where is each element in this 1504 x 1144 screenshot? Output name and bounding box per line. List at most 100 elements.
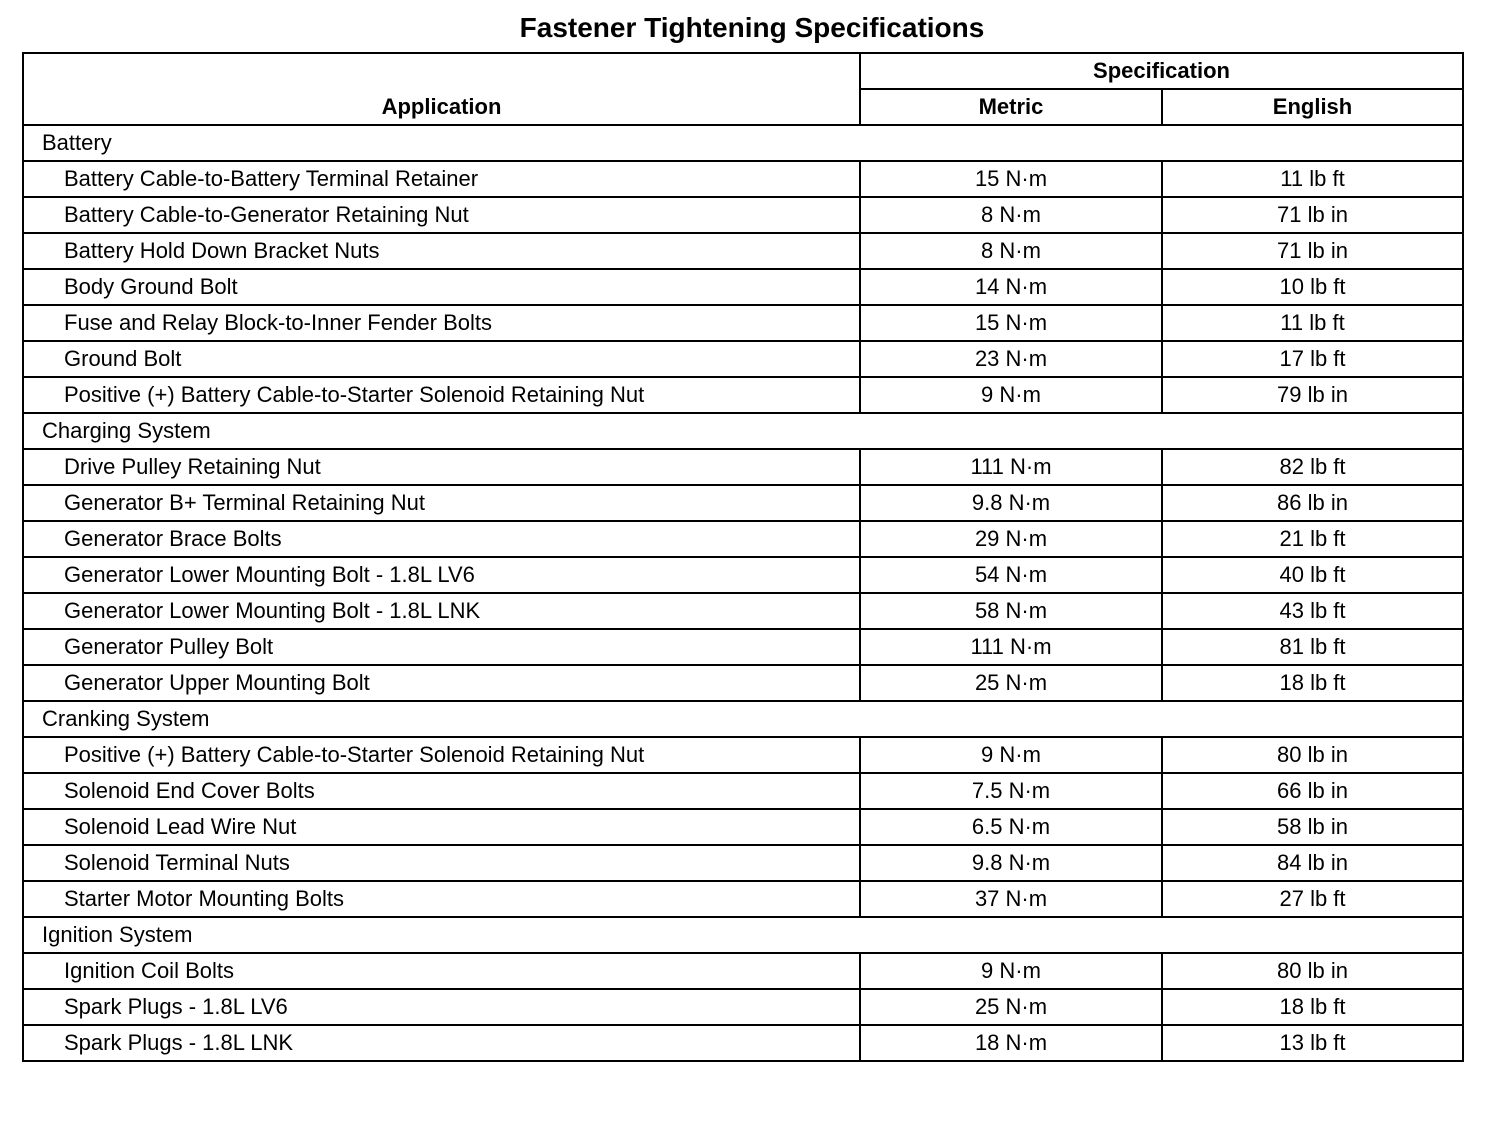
table-body: Battery Battery Cable-to-Battery Terminal… <box>21 124 1465 1062</box>
application: Generator B+ Terminal Retaining Nut <box>22 484 861 522</box>
spec-row: Battery Cable-to-Battery Terminal Retain… <box>22 160 1465 198</box>
english-value: 11 lb ft <box>1160 304 1465 342</box>
spec-table: Application Specification Metric English… <box>21 52 1465 1062</box>
application: Starter Motor Mounting Bolts <box>22 880 861 918</box>
metric-value: 7.5 N·m <box>859 772 1163 810</box>
application: Battery Cable-to-Generator Retaining Nut <box>22 196 861 234</box>
section-name: Ignition System <box>21 916 1465 954</box>
specification-header: Specification <box>858 52 1465 90</box>
english-value: 10 lb ft <box>1160 268 1465 306</box>
metric-value: 111 N·m <box>859 448 1163 486</box>
english-value: 81 lb ft <box>1160 628 1465 666</box>
metric-value: 8 N·m <box>859 196 1163 234</box>
metric-value: 6.5 N·m <box>859 808 1163 846</box>
english-value: 27 lb ft <box>1160 880 1465 918</box>
application: Battery Cable-to-Battery Terminal Retain… <box>22 160 861 198</box>
spec-row: Solenoid End Cover Bolts 7.5 N·m 66 lb in <box>22 772 1465 810</box>
metric-value: 15 N·m <box>859 160 1163 198</box>
spec-row: Generator Pulley Bolt 111 N·m 81 lb ft <box>22 628 1465 666</box>
section-name: Charging System <box>21 412 1465 450</box>
metric-value: 58 N·m <box>859 592 1163 630</box>
english-value: 86 lb in <box>1160 484 1465 522</box>
application: Generator Pulley Bolt <box>22 628 861 666</box>
english-value: 80 lb in <box>1160 736 1465 774</box>
section-name: Cranking System <box>21 700 1465 738</box>
english-value: 84 lb in <box>1160 844 1465 882</box>
spec-row: Generator Upper Mounting Bolt 25 N·m 18 lb… <box>22 664 1465 702</box>
metric-value: 29 N·m <box>859 520 1163 558</box>
metric-value: 9.8 N·m <box>859 844 1163 882</box>
english-value: 11 lb ft <box>1160 160 1465 198</box>
application: Solenoid End Cover Bolts <box>22 772 861 810</box>
application: Solenoid Lead Wire Nut <box>22 808 861 846</box>
application: Battery Hold Down Bracket Nuts <box>22 232 861 270</box>
metric-value: 9.8 N·m <box>859 484 1163 522</box>
spec-row: Solenoid Terminal Nuts 9.8 N·m 84 lb in <box>22 844 1465 882</box>
application-header: Application <box>22 52 861 126</box>
application: Generator Upper Mounting Bolt <box>22 664 861 702</box>
english-value: 18 lb ft <box>1160 988 1465 1026</box>
application: Positive (+) Battery Cable-to-Starter So… <box>22 376 861 414</box>
english-value: 58 lb in <box>1160 808 1465 846</box>
spec-row: Positive (+) Battery Cable-to-Starter So… <box>22 736 1465 774</box>
application: Fuse and Relay Block-to-Inner Fender Bol… <box>22 304 861 342</box>
application: Solenoid Terminal Nuts <box>22 844 861 882</box>
spec-row: Positive (+) Battery Cable-to-Starter So… <box>22 376 1465 414</box>
english-value: 17 lb ft <box>1160 340 1465 378</box>
title: Fastener Tightening Specifications <box>519 12 985 43</box>
section-row: Battery <box>21 124 1465 162</box>
spec-row: Starter Motor Mounting Bolts 37 N·m 27 lb … <box>22 880 1465 918</box>
english-value: 43 lb ft <box>1160 592 1465 630</box>
metric-value: 25 N·m <box>859 988 1163 1026</box>
english-value: 82 lb ft <box>1160 448 1465 486</box>
application: Generator Lower Mounting Bolt - 1.8L LV6 <box>22 556 861 594</box>
spec-row: Generator Lower Mounting Bolt - 1.8L LNK… <box>22 592 1465 630</box>
metric-value: 9 N·m <box>859 736 1163 774</box>
metric-value: 54 N·m <box>859 556 1163 594</box>
metric-value: 18 N·m <box>859 1024 1163 1062</box>
spec-row: Solenoid Lead Wire Nut 6.5 N·m 58 lb in <box>22 808 1465 846</box>
section-row: Charging System <box>21 412 1465 450</box>
application: Spark Plugs - 1.8L LNK <box>22 1024 861 1062</box>
metric-value: 37 N·m <box>859 880 1163 918</box>
english-value: 21 lb ft <box>1160 520 1465 558</box>
metric-value: 111 N·m <box>859 628 1163 666</box>
english-value: 13 lb ft <box>1160 1024 1465 1062</box>
english-value: 79 lb in <box>1160 376 1465 414</box>
metric-value: 14 N·m <box>859 268 1163 306</box>
section-row: Cranking System <box>21 700 1465 738</box>
spec-row: Battery Cable-to-Generator Retaining Nut… <box>22 196 1465 234</box>
metric-header: Metric <box>859 88 1163 126</box>
application: Generator Lower Mounting Bolt - 1.8L LNK <box>22 592 861 630</box>
spec-row: Battery Hold Down Bracket Nuts 8 N·m 71 lb… <box>22 232 1465 270</box>
application: Ground Bolt <box>22 340 861 378</box>
english-value: 71 lb in <box>1160 196 1465 234</box>
application: Positive (+) Battery Cable-to-Starter So… <box>22 736 861 774</box>
spec-row: Ground Bolt 23 N·m 17 lb ft <box>22 340 1465 378</box>
spec-row: Generator Lower Mounting Bolt - 1.8L LV6… <box>22 556 1465 594</box>
application: Drive Pulley Retaining Nut <box>22 448 861 486</box>
metric-value: 15 N·m <box>859 304 1163 342</box>
spec-row: Spark Plugs - 1.8L LNK 18 N·m 13 lb ft <box>22 1024 1465 1062</box>
application: Ignition Coil Bolts <box>22 952 861 990</box>
english-value: 40 lb ft <box>1160 556 1465 594</box>
spec-row: Fuse and Relay Block-to-Inner Fender Bol… <box>22 304 1465 342</box>
application: Generator Brace Bolts <box>22 520 861 558</box>
metric-value: 23 N·m <box>859 340 1163 378</box>
metric-value: 25 N·m <box>859 664 1163 702</box>
english-value: 80 lb in <box>1160 952 1465 990</box>
metric-value: 9 N·m <box>859 376 1163 414</box>
spec-row: Generator Brace Bolts 29 N·m 21 lb ft <box>22 520 1465 558</box>
section-name: Battery <box>21 124 1465 162</box>
english-value: 66 lb in <box>1160 772 1465 810</box>
spec-row: Ignition Coil Bolts 9 N·m 80 lb in <box>22 952 1465 990</box>
english-value: 71 lb in <box>1160 232 1465 270</box>
spec-row: Spark Plugs - 1.8L LV6 25 N·m 18 lb ft <box>22 988 1465 1026</box>
spec-row: Body Ground Bolt 14 N·m 10 lb ft <box>22 268 1465 306</box>
metric-value: 9 N·m <box>859 952 1163 990</box>
spec-row: Generator B+ Terminal Retaining Nut 9.8 N… <box>22 484 1465 522</box>
application: Spark Plugs - 1.8L LV6 <box>22 988 861 1026</box>
metric-value: 8 N·m <box>859 232 1163 270</box>
english-header: English <box>1160 88 1465 126</box>
